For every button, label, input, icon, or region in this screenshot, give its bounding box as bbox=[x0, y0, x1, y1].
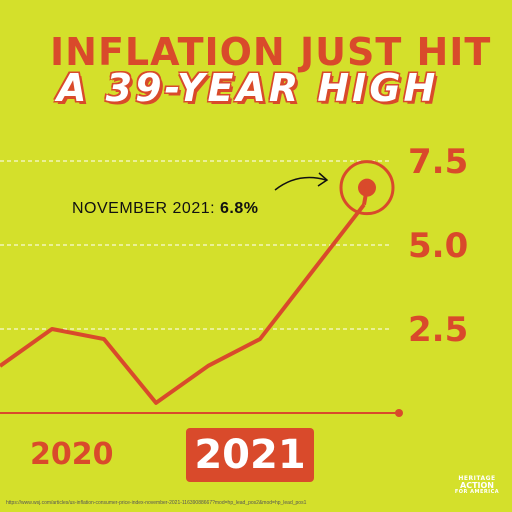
y-tick-label: 7.5 bbox=[408, 142, 468, 182]
source-url: https://www.wsj.com/articles/us-inflatio… bbox=[6, 500, 307, 506]
series-group bbox=[0, 160, 395, 405]
x-label-2021: 2021 bbox=[186, 428, 314, 482]
series-line bbox=[0, 203, 366, 405]
logo-line-2: ACTION bbox=[460, 481, 494, 490]
x-label-2020: 2020 bbox=[30, 437, 114, 472]
y-axis-ticks: 7.5 5.0 2.5 bbox=[408, 142, 468, 350]
heritage-action-logo: HERITAGE ACTION FOR AMERICA bbox=[452, 476, 502, 495]
grid-lines bbox=[0, 160, 392, 330]
y-tick-label: 2.5 bbox=[408, 310, 468, 350]
annotation-arrow bbox=[274, 176, 327, 191]
title-line-1: INFLATION JUST HIT bbox=[50, 30, 492, 74]
logo-line-3: FOR AMERICA bbox=[454, 489, 500, 495]
annotation-arrowhead bbox=[317, 172, 329, 187]
highlight-ring bbox=[339, 160, 395, 216]
annotation-value: 6.8% bbox=[220, 200, 259, 217]
annotation-label: NOVEMBER 2021: 6.8% bbox=[72, 200, 258, 218]
annotation-text: NOVEMBER 2021: bbox=[72, 200, 220, 217]
logo-line-1: HERITAGE bbox=[458, 475, 496, 482]
x-axis-end-dot bbox=[395, 409, 403, 417]
series-connector bbox=[362, 187, 369, 206]
y-tick-label: 5.0 bbox=[408, 226, 468, 266]
title-line-2: A 39-YEAR HIGH bbox=[57, 66, 439, 110]
